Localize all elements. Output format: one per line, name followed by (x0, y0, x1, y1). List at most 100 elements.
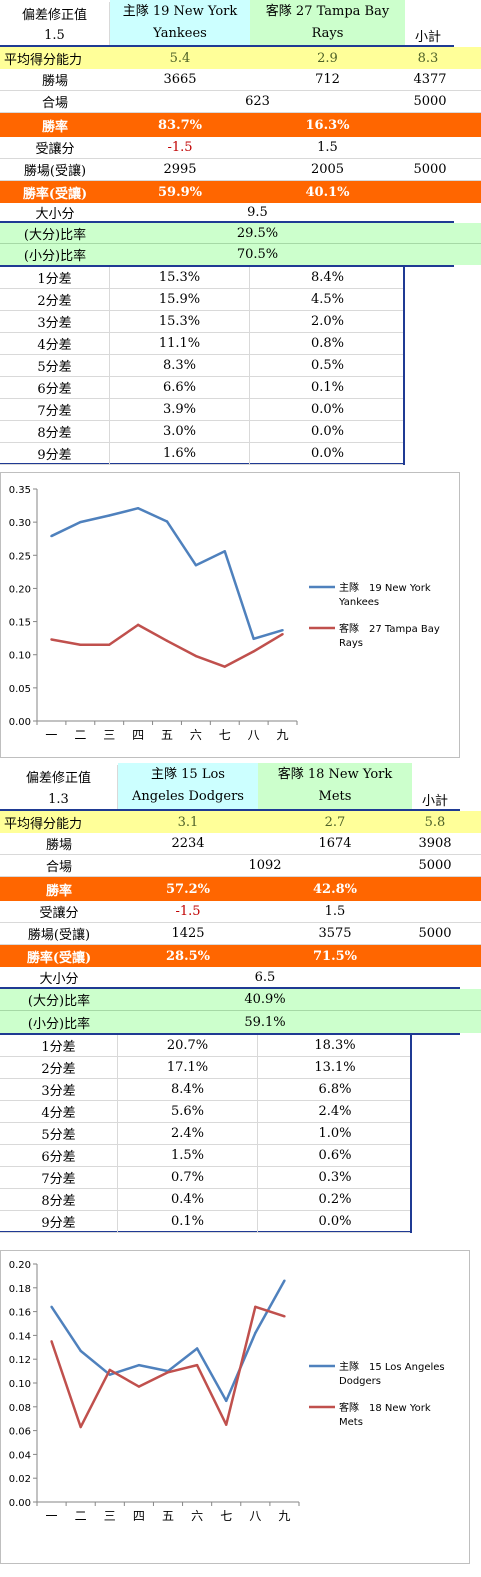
y-tick-label: 0.16 (9, 1308, 31, 1319)
home-winrate: 57.2% (165, 881, 210, 897)
bias-value-cell: 1.3 (0, 788, 118, 810)
data-point (50, 1305, 53, 1309)
away-wins: 1674 (318, 836, 352, 851)
handicap-winrate-row: 勝率(受讓) 59.9% 40.1% (0, 181, 481, 203)
away-team-label: 客隊 27 Tampa Bay (265, 3, 390, 19)
home-diff-value: 3.9% (110, 399, 250, 420)
data-point (108, 1373, 111, 1376)
series-line (50, 506, 283, 641)
data-point (195, 1347, 199, 1350)
divider (0, 265, 454, 267)
data-point (165, 639, 169, 642)
y-tick-label: 0.15 (9, 618, 31, 629)
home-diff-value: 0.4% (118, 1189, 258, 1210)
legend-label: 客隊 18 New York (339, 1401, 431, 1414)
data-point (108, 1368, 111, 1372)
row-label: 勝率(受讓) (22, 186, 88, 202)
diff-label: 6分差 (0, 377, 110, 398)
table-row: 8分差 3.0% 0.0% (0, 421, 403, 443)
data-point (79, 520, 82, 524)
row-label: 合場 (41, 96, 68, 111)
table-row: 7分差 3.9% 0.0% (0, 399, 403, 421)
row-label: 大小分 (39, 971, 79, 987)
y-tick-label: 0.20 (9, 1260, 31, 1271)
data-point (283, 1315, 286, 1318)
bias-value-cell: 1.5 (0, 24, 110, 46)
y-tick-label: 0.04 (9, 1450, 31, 1461)
x-tick-label: 三 (104, 1509, 116, 1523)
legend-label-line2: Rays (339, 638, 363, 649)
home-team-header: 主隊 15 Los Angeles Dodgers (118, 763, 258, 809)
home-diff-value: 15.3% (110, 267, 250, 288)
row-label: 大小分 (35, 206, 75, 222)
home-handicap-wins: 2995 (163, 162, 197, 177)
away-diff-value: 1.0% (318, 1126, 352, 1141)
diff-label: 8分差 (0, 1189, 118, 1210)
table-row: 8分差 0.4% 0.2% (0, 1189, 410, 1211)
row-label: 勝率 (41, 119, 68, 135)
x-tick-label: 一 (45, 728, 57, 742)
diff-label: 4分差 (0, 1101, 118, 1122)
diff-label: 3分差 (0, 1079, 118, 1100)
bias-label: 偏差修正值 (25, 771, 91, 786)
draws-row: 合場 623 5000 (0, 91, 481, 113)
home-diff-value: 17.1% (118, 1057, 258, 1078)
series-line (50, 1305, 285, 1429)
data-point (50, 1340, 53, 1343)
subtotal-header: 小計 (405, 24, 451, 46)
away-diff-value: 0.0% (310, 424, 345, 439)
total-games: 5000 (413, 94, 447, 109)
data-point (252, 650, 255, 653)
home-team-header: 主隊 19 New York Yankees (110, 0, 250, 45)
diff-label: 2分差 (0, 1057, 118, 1078)
table-row: 5分差 8.3% 0.5% (0, 355, 403, 377)
row-label: 勝場 (41, 74, 68, 89)
subtotal-label: 小計 (414, 29, 441, 45)
divider (0, 1033, 460, 1035)
away-team-header: 客隊 18 New York Mets (258, 763, 412, 809)
table-row: 1分差 15.3% 8.4% (0, 267, 403, 289)
data-point (137, 1385, 141, 1388)
overunder-value: 9.5 (247, 204, 268, 220)
table-row: 3分差 15.3% 2.0% (0, 311, 403, 333)
data-point (165, 520, 169, 523)
row-label: (大分)比率 (27, 994, 91, 1009)
subtotal-label: 小計 (421, 793, 448, 809)
handicap-wins-row: 勝場(受讓) 2995 2005 5000 (0, 159, 481, 181)
divider (0, 221, 454, 223)
data-point (254, 1331, 257, 1335)
home-wins: 3665 (163, 72, 197, 87)
data-point (194, 564, 198, 567)
bias-label-cell: 偏差修正值 (0, 2, 110, 24)
series-line (50, 1280, 286, 1403)
away-diff-value: 0.0% (310, 446, 345, 461)
data-point (136, 507, 140, 510)
x-tick-label: 二 (74, 728, 86, 742)
away-diff-value: 0.3% (318, 1170, 352, 1185)
x-tick-label: 四 (132, 728, 144, 742)
data-point (223, 665, 226, 668)
diff-label: 5分差 (0, 1123, 118, 1144)
over-rate-row: (大分)比率 29.5% (0, 223, 481, 244)
y-tick-label: 0.12 (9, 1355, 31, 1366)
diff-label: 5分差 (0, 355, 110, 376)
table-row: 1分差 20.7% 18.3% (0, 1035, 410, 1057)
y-tick-label: 0.05 (9, 684, 31, 695)
home-diff-value: 11.1% (110, 333, 250, 354)
home-team-name: Angeles Dodgers (132, 789, 244, 804)
draws-value: 1092 (248, 858, 282, 873)
stats-table-1: 偏差修正值 1.5 主隊 19 New York Yankees 客隊 27 T… (0, 0, 481, 467)
y-tick-label: 0.00 (9, 717, 31, 728)
home-diff-value: 15.3% (110, 311, 250, 332)
under-rate-row: (小分)比率 70.5% (0, 244, 481, 265)
avg-score-row: 平均得分能力 3.1 2.7 5.8 (0, 811, 481, 833)
home-wins: 2234 (171, 836, 205, 851)
home-handicap: -1.5 (175, 904, 201, 919)
home-avg: 3.1 (177, 814, 199, 830)
under-rate-row: (小分)比率 59.1% (0, 1011, 481, 1033)
x-tick-label: 四 (133, 1509, 145, 1523)
table-row: 7分差 0.7% 0.3% (0, 1167, 410, 1189)
y-tick-label: 0.20 (9, 584, 31, 595)
table-header-row: 偏差修正值 1.3 主隊 15 Los Angeles Dodgers 客隊 1… (0, 763, 481, 810)
away-wins: 712 (315, 72, 340, 87)
